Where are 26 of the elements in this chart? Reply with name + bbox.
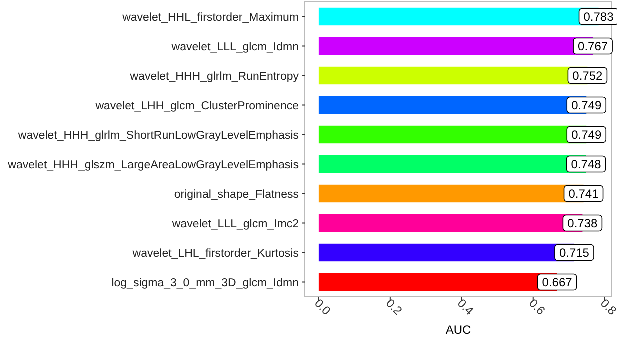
data-label: 0.749 [572, 128, 602, 142]
y-tick-label: wavelet_LLL_glcm_Imc2 [171, 218, 299, 230]
x-axis-title: AUC [446, 323, 472, 337]
data-label: 0.783 [584, 10, 614, 24]
y-tick-label: wavelet_HHH_glrlm_RunEntropy [129, 70, 300, 83]
y-tick-label: wavelet_HHL_firstorder_Maximum [122, 12, 299, 24]
x-tick-label: 0.8 [598, 296, 617, 318]
data-label: 0.741 [568, 186, 600, 201]
y-tick-label: wavelet_LHL_firstorder_Kurtosis [132, 248, 300, 260]
x-tick-label: 0.0 [312, 296, 334, 318]
data-label: 0.715 [559, 246, 590, 260]
x-tick-label: 0.2 [383, 296, 406, 318]
data-label: 0.752 [572, 68, 604, 83]
y-tick-label: log_sigma_3_0_mm_3D_glcm_Idmn [112, 277, 299, 290]
data-label: 0.749 [572, 98, 602, 112]
data-label: 0.767 [578, 39, 608, 54]
y-tick-label: wavelet_LLL_glcm_Idmn [170, 41, 299, 54]
data-label: 0.667 [542, 275, 573, 290]
x-tick-label: 0.4 [454, 296, 477, 318]
y-tick-label: wavelet_LHH_glcm_ClusterProminence [94, 100, 299, 112]
data-label: 0.738 [568, 216, 598, 230]
y-tick-label: wavelet_HHH_glrlm_ShortRunLowGrayLevelEmphasis [17, 130, 300, 142]
y-tick-label: original_shape_Flatness [174, 188, 300, 201]
x-tick-label: 0.6 [526, 296, 548, 318]
y-tick-label: wavelet_HHH_glszm_LargeAreaLowGrayLevelEmphasis [7, 159, 300, 172]
data-label: 0.748 [571, 157, 602, 172]
